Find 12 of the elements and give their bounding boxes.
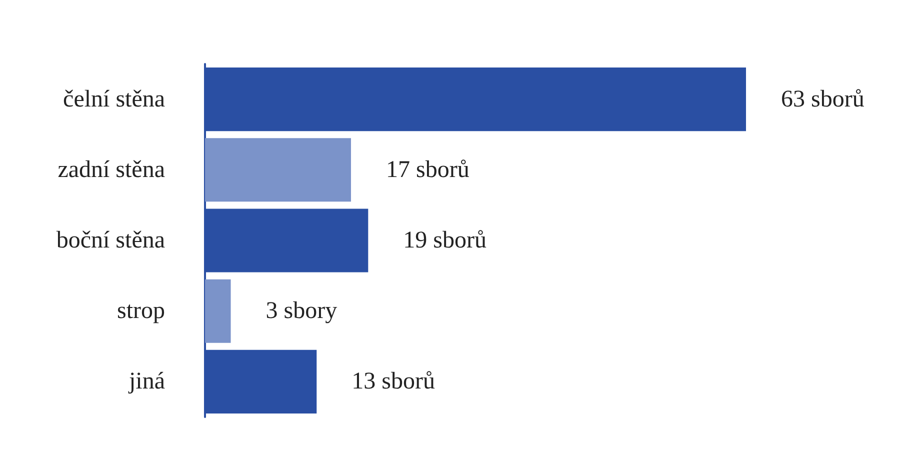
y-tick-label: zadní stěna — [58, 156, 166, 183]
bar — [205, 138, 351, 202]
bar — [205, 279, 231, 343]
y-tick-label: jiná — [128, 368, 166, 395]
data-label: 13 sborů — [352, 368, 435, 395]
y-tick-label: čelní stěna — [63, 86, 166, 112]
y-tick-label: strop — [117, 298, 165, 324]
data-label: 63 sborů — [781, 86, 864, 112]
data-label: 17 sborů — [386, 156, 470, 183]
y-tick-label: boční stěna — [56, 228, 166, 254]
data-label: 19 sborů — [403, 228, 486, 254]
data-label: 3 sbory — [266, 298, 338, 324]
